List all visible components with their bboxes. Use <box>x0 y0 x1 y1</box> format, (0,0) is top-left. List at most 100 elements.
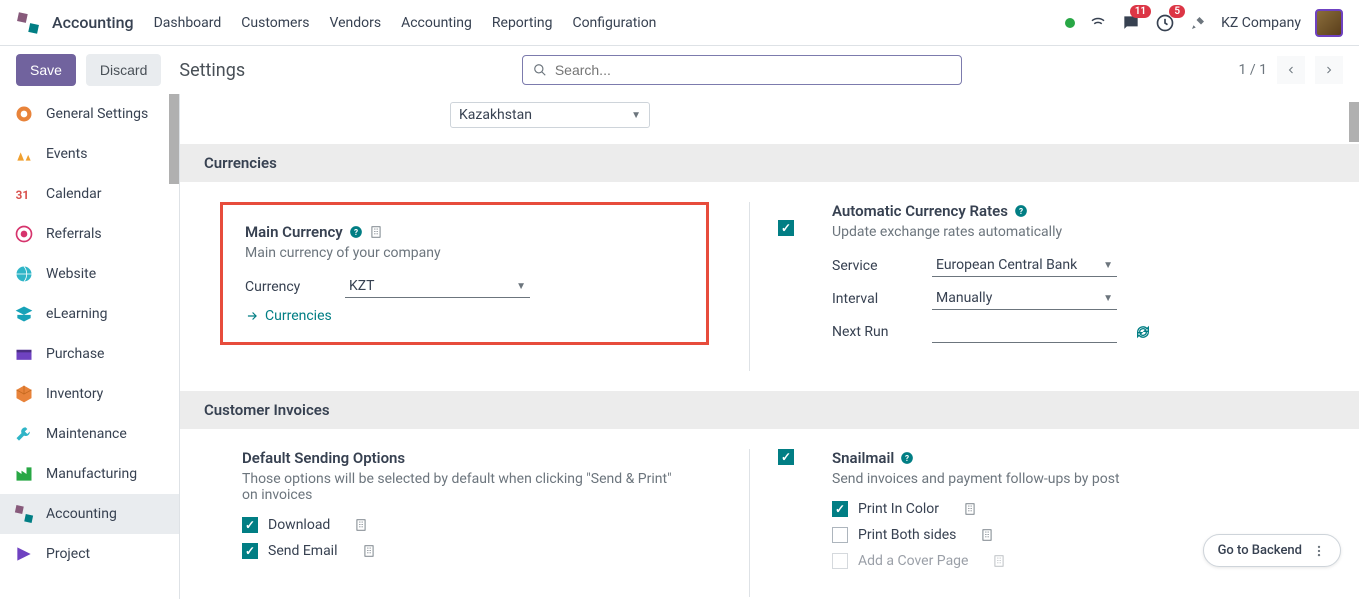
discard-button[interactable]: Discard <box>86 54 161 86</box>
snailmail-box: Snailmail ? Send invoices and payment fo… <box>810 449 1299 597</box>
maintenance-icon <box>14 424 34 444</box>
website-icon <box>14 264 34 284</box>
building-icon <box>369 225 383 239</box>
svg-text:?: ? <box>354 227 358 237</box>
sidebar-item-elearning[interactable]: eLearning <box>0 294 179 334</box>
sidebar-item-label: Manufacturing <box>46 466 137 482</box>
sidebar-item-website[interactable]: Website <box>0 254 179 294</box>
currencies-link[interactable]: Currencies <box>245 308 684 324</box>
pager: 1 / 1 <box>1239 56 1343 84</box>
service-select[interactable]: European Central Bank ▼ <box>932 254 1117 277</box>
sidebar-item-label: Accounting <box>46 506 117 522</box>
nav-reporting[interactable]: Reporting <box>492 15 553 31</box>
print-color-label: Print In Color <box>858 501 939 517</box>
tools-icon[interactable] <box>1189 14 1207 32</box>
service-value: European Central Bank <box>936 257 1077 273</box>
company-name[interactable]: KZ Company <box>1221 15 1301 31</box>
sidebar-item-label: Calendar <box>46 186 102 202</box>
sidebar-item-label: Referrals <box>46 226 102 242</box>
sidebar-item-inventory[interactable]: Inventory <box>0 374 179 414</box>
pager-next-button[interactable] <box>1315 56 1343 84</box>
action-bar: Save Discard Settings 1 / 1 <box>0 46 1359 94</box>
email-label: Send Email <box>268 543 338 559</box>
chevron-down-icon: ▼ <box>631 110 641 121</box>
status-dot-icon <box>1065 18 1075 28</box>
download-checkbox[interactable] <box>242 517 258 533</box>
arrow-right-icon <box>245 309 259 323</box>
sidebar-item-manufacturing[interactable]: Manufacturing <box>0 454 179 494</box>
wifi-icon[interactable] <box>1089 14 1107 32</box>
app-title: Accounting <box>52 13 134 32</box>
svg-text:31: 31 <box>16 188 29 202</box>
interval-select[interactable]: Manually ▼ <box>932 287 1117 310</box>
help-icon[interactable]: ? <box>349 225 363 239</box>
save-button[interactable]: Save <box>16 54 76 86</box>
top-nav: Accounting Dashboard Customers Vendors A… <box>0 0 1359 46</box>
user-avatar[interactable] <box>1315 9 1343 37</box>
gear-icon <box>14 104 34 124</box>
sidebar-item-project[interactable]: Project <box>0 534 179 574</box>
svg-text:?: ? <box>1019 206 1023 216</box>
service-label: Service <box>832 258 932 274</box>
nav-dashboard[interactable]: Dashboard <box>154 15 222 31</box>
sidebar-item-events[interactable]: Events <box>0 134 179 174</box>
sidebar-item-label: Website <box>46 266 96 282</box>
chat-icon[interactable]: 11 <box>1121 13 1141 33</box>
building-icon <box>354 518 368 532</box>
nav-menu: Dashboard Customers Vendors Accounting R… <box>154 15 657 31</box>
refresh-icon[interactable] <box>1135 324 1151 340</box>
sidebar-scrollbar[interactable] <box>169 94 179 184</box>
chevron-down-icon: ▼ <box>516 281 526 292</box>
download-label: Download <box>268 517 330 533</box>
calendar-icon: 31 <box>14 184 34 204</box>
auto-rates-title: Automatic Currency Rates <box>832 202 1008 220</box>
sidebar-item-referrals[interactable]: Referrals <box>0 214 179 254</box>
main-scrollbar[interactable] <box>1349 102 1359 142</box>
building-icon <box>980 528 994 542</box>
nav-configuration[interactable]: Configuration <box>572 15 656 31</box>
auto-rates-checkbox[interactable] <box>778 220 794 236</box>
search-icon <box>533 63 547 77</box>
interval-value: Manually <box>936 290 992 306</box>
sidebar-item-label: eLearning <box>46 306 107 322</box>
activity-badge: 5 <box>1169 5 1185 18</box>
sidebar-item-calendar[interactable]: 31 Calendar <box>0 174 179 214</box>
help-icon[interactable]: ? <box>1014 204 1028 218</box>
cover-page-checkbox[interactable] <box>832 553 848 569</box>
referrals-icon <box>14 224 34 244</box>
print-both-checkbox[interactable] <box>832 527 848 543</box>
country-select[interactable]: Kazakhstan ▼ <box>450 102 650 128</box>
svg-text:?: ? <box>905 453 909 463</box>
search-box[interactable] <box>522 55 962 85</box>
page-title: Settings <box>179 60 245 81</box>
nav-accounting[interactable]: Accounting <box>401 15 472 31</box>
search-input[interactable] <box>555 62 951 78</box>
nav-vendors[interactable]: Vendors <box>329 15 381 31</box>
sidebar-item-maintenance[interactable]: Maintenance <box>0 414 179 454</box>
auto-rates-desc: Update exchange rates automatically <box>832 224 1277 240</box>
cover-page-label: Add a Cover Page <box>858 553 968 569</box>
sidebar: General Settings Events 31 Calendar Refer… <box>0 94 180 599</box>
currency-select[interactable]: KZT ▼ <box>345 275 530 298</box>
activity-icon[interactable]: 5 <box>1155 13 1175 33</box>
sidebar-item-label: Inventory <box>46 386 103 402</box>
nav-right: 11 5 KZ Company <box>1065 9 1343 37</box>
sidebar-item-purchase[interactable]: Purchase <box>0 334 179 374</box>
sidebar-item-accounting[interactable]: Accounting <box>0 494 179 534</box>
sidebar-item-label: Project <box>46 546 90 562</box>
nav-customers[interactable]: Customers <box>241 15 309 31</box>
help-icon[interactable]: ? <box>900 451 914 465</box>
chevron-down-icon: ▼ <box>1103 293 1113 304</box>
go-to-backend-button[interactable]: Go to Backend <box>1203 534 1341 567</box>
snailmail-title: Snailmail <box>832 449 894 467</box>
chat-badge: 11 <box>1130 5 1151 18</box>
nextrun-input[interactable] <box>932 320 1117 343</box>
building-icon <box>963 502 977 516</box>
print-color-checkbox[interactable] <box>832 501 848 517</box>
sidebar-item-general-settings[interactable]: General Settings <box>0 94 179 134</box>
sending-title: Default Sending Options <box>242 449 405 467</box>
email-checkbox[interactable] <box>242 543 258 559</box>
pager-prev-button[interactable] <box>1277 56 1305 84</box>
snailmail-checkbox[interactable] <box>778 449 794 465</box>
nextrun-label: Next Run <box>832 324 932 340</box>
